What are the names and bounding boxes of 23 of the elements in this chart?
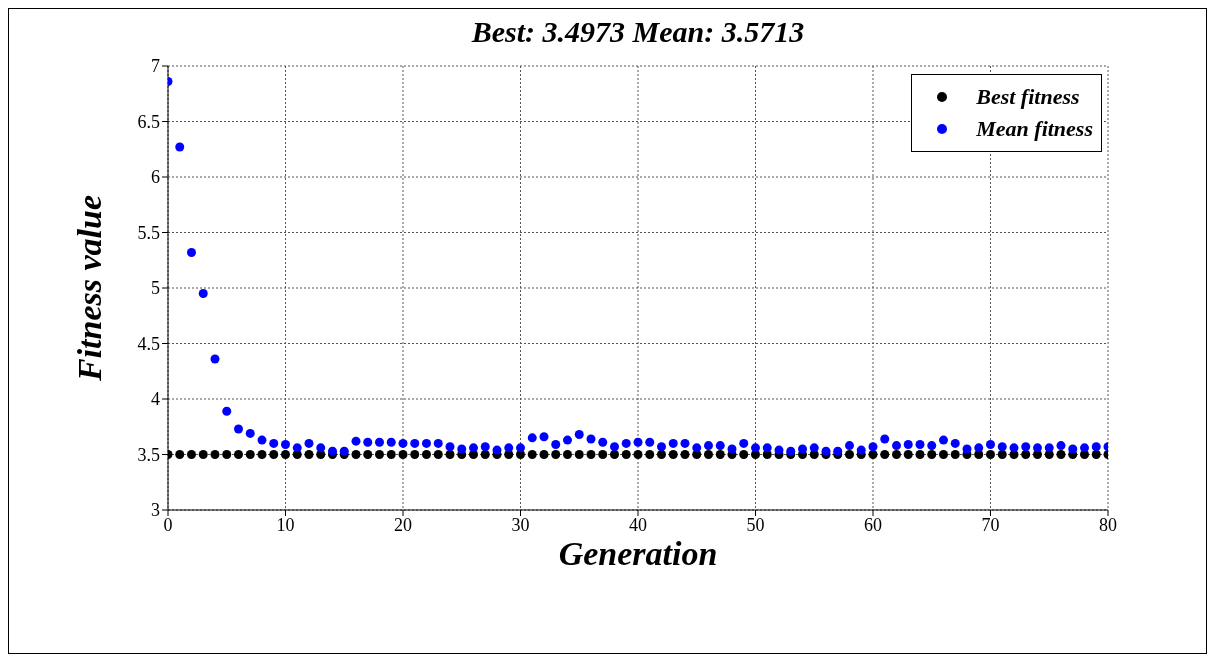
y-tick-label: 4.5: [137, 333, 160, 354]
x-tick-label: 0: [163, 514, 173, 535]
x-tick-label: 30: [511, 514, 530, 535]
x-tick-label: 20: [394, 514, 412, 535]
y-tick-label: 5: [151, 278, 160, 299]
x-tick-label: 60: [864, 514, 882, 535]
x-tick-label: 70: [981, 514, 1000, 535]
x-tick-label: 50: [746, 514, 765, 535]
x-tick-label: 10: [276, 514, 295, 535]
y-tick-label: 4: [151, 389, 160, 410]
x-tick-label: 40: [629, 514, 647, 535]
x-tick-label: 80: [1099, 514, 1117, 535]
legend-label: Best fitness: [976, 84, 1080, 110]
chart-title: Best: 3.4973 Mean: 3.5713: [470, 15, 806, 49]
y-tick-label: 5.5: [137, 222, 160, 243]
x-axis-title: Generation: [558, 535, 718, 572]
y-axis-title: Fitness value: [71, 194, 109, 383]
y-tick-label: 6: [151, 167, 160, 188]
y-tick-label: 3.5: [137, 444, 160, 465]
y-tick-label: 6.5: [137, 111, 160, 132]
legend-label: Mean fitness: [976, 116, 1093, 142]
y-tick-label: 7: [151, 56, 160, 77]
y-tick-label: 3: [151, 500, 160, 521]
